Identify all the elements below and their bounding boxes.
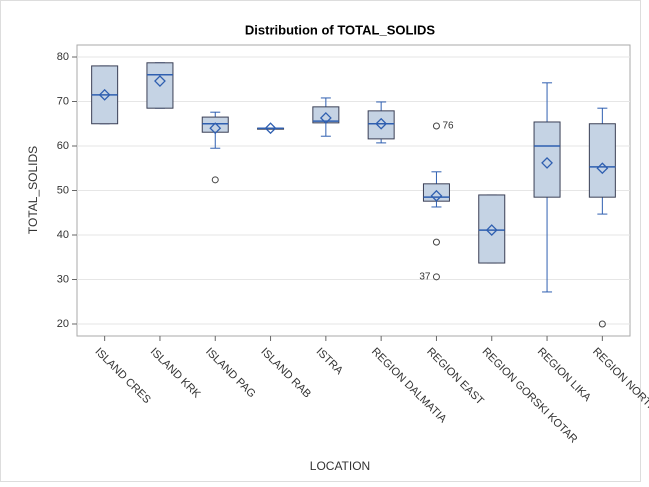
y-axis-title: TOTAL_SOLIDS: [26, 146, 40, 234]
outlier: [432, 122, 440, 130]
y-tick-label: 50: [57, 184, 69, 196]
chart-title: Distribution of TOTAL_SOLIDS: [245, 22, 436, 37]
box: [422, 183, 450, 202]
mean-marker: [541, 156, 553, 169]
y-tick-label: 20: [57, 318, 69, 330]
mean-marker: [596, 162, 609, 175]
outlier: [598, 320, 606, 328]
y-tick-label: 70: [57, 95, 69, 107]
outlier-label: 76: [442, 121, 454, 132]
mean-marker: [485, 224, 498, 237]
mean-marker: [264, 122, 277, 135]
box: [201, 116, 229, 133]
box: [367, 110, 395, 140]
box: [478, 194, 506, 264]
outlier: [211, 176, 219, 184]
y-tick-label: 60: [57, 140, 69, 152]
outlier: [432, 238, 440, 246]
outlier-label: 37: [419, 271, 431, 282]
y-tick-label: 80: [57, 51, 69, 63]
y-tick-label: 30: [57, 273, 69, 285]
mean-marker: [430, 189, 443, 202]
mean-marker: [319, 112, 332, 124]
x-axis-title: LOCATION: [310, 459, 370, 473]
mean-marker: [375, 117, 388, 130]
mean-marker: [209, 122, 222, 135]
y-tick-label: 40: [57, 229, 69, 241]
box: [146, 62, 174, 109]
mean-marker: [154, 75, 166, 87]
mean-marker: [98, 88, 111, 101]
box: [588, 123, 616, 198]
outlier: [432, 273, 440, 281]
box: [533, 121, 561, 198]
